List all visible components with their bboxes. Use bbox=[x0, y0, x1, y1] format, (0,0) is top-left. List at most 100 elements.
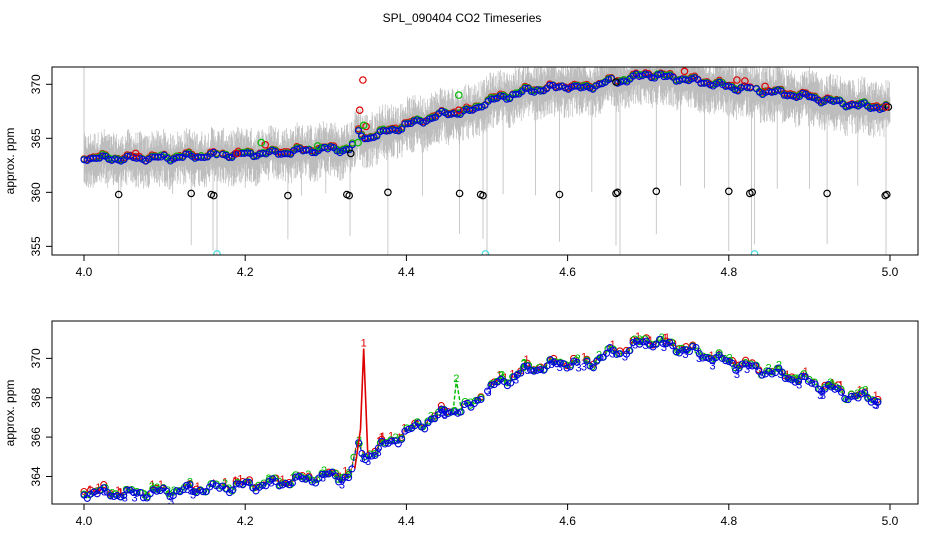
bottom-series-3-marker: 3 bbox=[581, 362, 587, 374]
bottom-series-3-point bbox=[308, 478, 316, 486]
bottom-series-3-point bbox=[626, 347, 634, 355]
bottom-series-3-marker: 3 bbox=[188, 486, 194, 498]
top-blue-point bbox=[678, 75, 686, 83]
top-blue-point bbox=[475, 103, 483, 111]
bottom-series-3-marker: 3 bbox=[682, 349, 688, 361]
bottom-series-3-marker: 3 bbox=[184, 484, 190, 496]
top-green-outlier bbox=[313, 142, 322, 150]
top-blue-point bbox=[466, 106, 474, 115]
bottom-series-3-point bbox=[202, 487, 210, 496]
bottom-series-3-point bbox=[861, 389, 869, 397]
bottom-series-3-point bbox=[110, 492, 118, 501]
bottom-series-2-marker: 2 bbox=[521, 358, 527, 370]
bottom-series-3-point bbox=[149, 486, 158, 494]
bottom-series-3-point bbox=[460, 400, 468, 409]
bottom-series-3-point bbox=[278, 481, 287, 489]
bottom-series-3-point bbox=[659, 339, 667, 347]
top-black-outlier bbox=[555, 190, 564, 199]
bottom-series-3-point bbox=[371, 451, 379, 459]
bottom-series-3-point bbox=[507, 379, 515, 387]
bottom-series-2-marker: 2 bbox=[827, 377, 833, 389]
top-black-outlier bbox=[114, 190, 123, 199]
bottom-series-2-marker: 2 bbox=[290, 472, 296, 484]
bottom-series-2-point bbox=[842, 396, 850, 404]
top-blue-point bbox=[308, 149, 316, 157]
bottom-ytick-label: 368 bbox=[29, 387, 43, 407]
bottom-series-3-point bbox=[437, 405, 445, 413]
top-ytick-label: 365 bbox=[29, 128, 43, 148]
bottom-series-3-point bbox=[348, 465, 356, 473]
top-red-outlier bbox=[131, 149, 140, 158]
bottom-series-3-point bbox=[722, 357, 730, 365]
bottom-series-3-point bbox=[341, 473, 349, 481]
bottom-series-3-point bbox=[758, 371, 766, 379]
top-green-outlier bbox=[257, 138, 266, 147]
bottom-xtick-label: 4.0 bbox=[76, 514, 93, 528]
bottom-series-1-marker: 1 bbox=[379, 431, 385, 443]
top-blue-point bbox=[595, 80, 603, 88]
bottom-panel-ylabel: approx. ppm bbox=[3, 380, 17, 447]
bottom-series-3-point bbox=[738, 360, 746, 368]
top-blue-point bbox=[536, 87, 545, 95]
bottom-series-3-marker: 3 bbox=[820, 390, 826, 402]
bottom-series-3-point bbox=[394, 440, 402, 448]
top-black-outlier bbox=[612, 189, 620, 198]
bottom-series-3-point bbox=[321, 470, 330, 478]
bottom-series-3-point bbox=[288, 479, 296, 487]
bottom-series-2-marker: 2 bbox=[266, 473, 272, 485]
bottom-series-3-point bbox=[874, 398, 882, 406]
top-red-outliers bbox=[131, 67, 890, 158]
top-blue-point bbox=[398, 125, 406, 133]
bottom-series-2-marker: 2 bbox=[659, 332, 665, 344]
bottom-series-3-point bbox=[573, 358, 581, 366]
top-black-outlier bbox=[652, 187, 661, 196]
bottom-series-3-point bbox=[520, 362, 528, 370]
bottom-series-3-point bbox=[616, 350, 624, 358]
bottom-series-1-marker: 1 bbox=[857, 385, 863, 397]
top-red-outlier bbox=[761, 82, 769, 91]
bottom-series-3-point bbox=[139, 494, 148, 502]
bottom-series-3-marker: 3 bbox=[320, 473, 326, 485]
top-blue-point bbox=[799, 89, 807, 97]
top-blue-point bbox=[490, 95, 498, 103]
top-blue-point bbox=[111, 155, 119, 163]
top-blue-point bbox=[503, 95, 511, 103]
top-cyan-outliers bbox=[213, 250, 759, 255]
top-blue-point bbox=[641, 70, 649, 78]
top-green-outlier bbox=[354, 138, 362, 147]
bottom-series-3-marker: 3 bbox=[576, 362, 582, 374]
bottom-series-1-marker: 1 bbox=[664, 332, 670, 344]
top-blue-point bbox=[342, 145, 350, 154]
top-black-outlier bbox=[479, 191, 487, 200]
top-blue-point bbox=[496, 92, 504, 100]
top-blue-point bbox=[428, 114, 437, 122]
top-blue-point bbox=[250, 153, 258, 161]
bottom-series-3-point bbox=[166, 493, 174, 501]
bottom-series-3-point bbox=[179, 486, 187, 494]
top-red-outlier bbox=[359, 76, 367, 84]
top-green-outlier bbox=[359, 121, 368, 130]
bottom-series-3-point bbox=[272, 477, 280, 486]
bottom-series-3-point bbox=[771, 369, 779, 377]
bottom-series-3-marker: 3 bbox=[268, 478, 274, 490]
bottom-series-3-point bbox=[259, 481, 267, 489]
bottom-series-3-marker: 3 bbox=[872, 400, 878, 412]
bottom-series-3-point bbox=[821, 385, 829, 393]
top-blue-point bbox=[768, 88, 776, 96]
top-blue-point bbox=[570, 82, 578, 90]
bottom-series-3-point bbox=[543, 362, 551, 370]
top-blue-point bbox=[92, 154, 100, 163]
bottom-series-3-marker: 3 bbox=[101, 487, 107, 499]
bottom-series-3-point bbox=[474, 396, 482, 404]
bottom-series-3-point bbox=[182, 481, 191, 489]
top-blue-point bbox=[293, 145, 301, 153]
bottom-series-3-point bbox=[421, 425, 429, 433]
top-blue-point bbox=[700, 79, 708, 87]
bottom-series-3-point bbox=[748, 362, 756, 370]
bottom-series-3-marker: 3 bbox=[122, 493, 128, 505]
bottom-series-1-marker: 1 bbox=[115, 485, 121, 497]
bottom-series-2-marker: 2 bbox=[345, 468, 351, 480]
bottom-series-3-point bbox=[381, 440, 389, 448]
bottom-series-3-point bbox=[444, 409, 452, 418]
top-blue-point bbox=[98, 152, 107, 160]
